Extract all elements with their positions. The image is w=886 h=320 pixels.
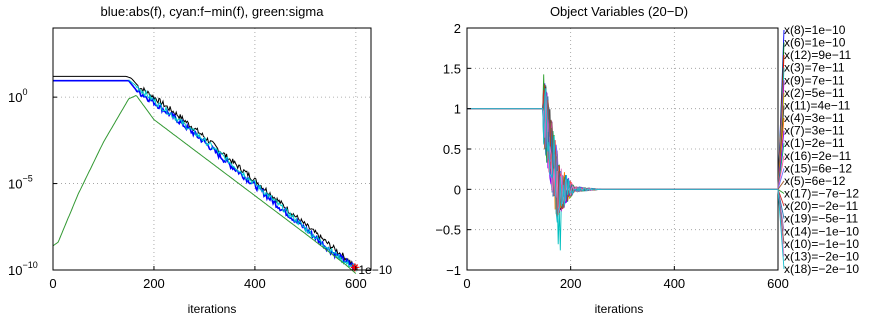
chart2-title: Object Variables (20−D)	[550, 4, 688, 19]
chart1-annotation: 1e−10	[358, 263, 392, 277]
chart2-xlabel: iterations	[595, 302, 644, 316]
chart2-variable-label-5: x(2)=5e−11	[784, 86, 845, 100]
chart2-connector-11	[777, 168, 785, 190]
chart1-series-0	[53, 75, 357, 271]
chart1-y-ticklabel-0: 100	[8, 87, 27, 105]
chart2-connector-10	[777, 155, 785, 190]
chart2-variable-label-19: x(18)=−2e−10	[784, 262, 859, 276]
chart2-series-15	[467, 96, 778, 201]
chart2-series-3	[467, 85, 778, 251]
chart1-xlabel: iterations	[188, 302, 237, 316]
chart-fitness: blue:abs(f), cyan:f−min(f), green:sigma …	[8, 4, 392, 316]
chart1-x-ticklabel-1: 200	[143, 276, 165, 291]
chart1-x-ticks: 0 200 400 600	[49, 266, 367, 291]
chart2-variable-label-16: x(14)=−1e−10	[784, 224, 859, 238]
chart2-variable-label-12: x(5)=6e−12	[784, 174, 846, 188]
chart2-series-12	[467, 105, 778, 208]
chart2-variable-label-14: x(20)=−2e−11	[784, 199, 858, 213]
chart2-x-ticks: 0 200 400 600	[463, 266, 789, 291]
chart1-axes-box	[52, 27, 372, 271]
chart2-series-1	[467, 87, 778, 220]
chart2-series-8	[467, 88, 778, 206]
chart1-series	[52, 75, 359, 274]
chart2-y-ticklabel-3: 0.5	[443, 142, 461, 157]
chart2-variable-label-10: x(16)=2e−11	[784, 149, 851, 163]
chart2-variable-label-3: x(3)=7e−11	[784, 61, 845, 75]
chart2-variable-label-15: x(19)=−5e−11	[784, 212, 858, 226]
chart2-x-ticklabel-1: 200	[560, 276, 582, 291]
chart2-series-6	[467, 86, 778, 210]
chart2-variable-label-8: x(7)=3e−11	[784, 124, 845, 138]
chart1-x-ticklabel-2: 400	[244, 276, 266, 291]
chart1-series-1	[53, 79, 357, 272]
chart2-variable-label-11: x(15)=6e−12	[784, 161, 852, 175]
chart2-grid	[466, 27, 779, 271]
chart2-series-17	[467, 88, 778, 214]
chart2-series-16	[467, 93, 778, 209]
chart2-connector-13	[777, 188, 785, 194]
chart1-y-ticklabel-1: 10−5	[8, 174, 33, 192]
chart2-series-13	[467, 74, 778, 211]
chart1-y-ticklabel-2: 10−10	[8, 260, 38, 278]
chart2-variable-labels: x(8)=1e−10x(6)=1e−10x(12)=9e−11x(3)=7e−1…	[784, 23, 859, 276]
chart2-y-ticklabel-2: 1	[454, 102, 461, 117]
chart2-connector-19	[777, 189, 785, 270]
chart2-variable-label-0: x(8)=1e−10	[784, 23, 846, 37]
chart2-y-ticklabel-5: −0.5	[435, 223, 461, 238]
chart2-variable-label-9: x(1)=2e−11	[784, 136, 845, 150]
chart2-y-ticklabel-4: 0	[454, 182, 461, 197]
chart2-variable-label-18: x(13)=−2e−10	[784, 249, 859, 263]
chart2-variable-label-1: x(6)=1e−10	[784, 36, 846, 50]
chart2-variable-label-2: x(12)=9e−11	[784, 48, 851, 62]
chart2-series-7	[467, 96, 778, 215]
chart2-variable-label-7: x(4)=3e−11	[784, 111, 845, 125]
chart1-series-3	[52, 95, 357, 274]
chart2-variable-label-17: x(10)=−1e−10	[784, 237, 859, 251]
chart1-star-stroke-3	[351, 264, 359, 271]
chart2-variable-label-6: x(11)=4e−11	[784, 98, 851, 112]
chart2-series-10	[467, 108, 778, 212]
chart1-series-2	[128, 79, 359, 273]
chart2-y-ticks: 2 1.5 1 0.5 0 −0.5 −1	[435, 21, 471, 278]
chart2-y-ticklabel-1: 1.5	[443, 61, 461, 76]
chart2-y-ticklabel-0: 2	[454, 21, 461, 36]
chart2-series	[467, 74, 778, 251]
chart2-variable-label-4: x(9)=7e−11	[784, 73, 845, 87]
chart1-title: blue:abs(f), cyan:f−min(f), green:sigma	[101, 4, 325, 19]
chart2-series-19	[467, 88, 778, 223]
chart1-markers	[350, 263, 359, 272]
chart2-series-18	[467, 94, 778, 214]
chart2-series-5	[467, 99, 778, 209]
chart2-label-connectors	[777, 29, 785, 270]
chart1-x-ticklabel-0: 0	[49, 276, 56, 291]
chart2-connector-12	[777, 180, 785, 190]
chart1-y-ticks: 100 10−5 10−10	[8, 87, 57, 278]
chart2-x-ticklabel-0: 0	[463, 276, 470, 291]
chart2-variable-label-13: x(17)=−7e−12	[784, 187, 859, 201]
chart2-y-ticklabel-6: −1	[446, 263, 461, 278]
chart-object-variables: Object Variables (20−D) 0 200 400 600 2 1.5 1…	[435, 4, 859, 316]
chart2-series-0	[467, 83, 778, 208]
chart2-x-ticklabel-2: 400	[663, 276, 685, 291]
chart1-x-ticklabel-3: 600	[345, 276, 367, 291]
chart2-x-ticklabel-3: 600	[767, 276, 789, 291]
